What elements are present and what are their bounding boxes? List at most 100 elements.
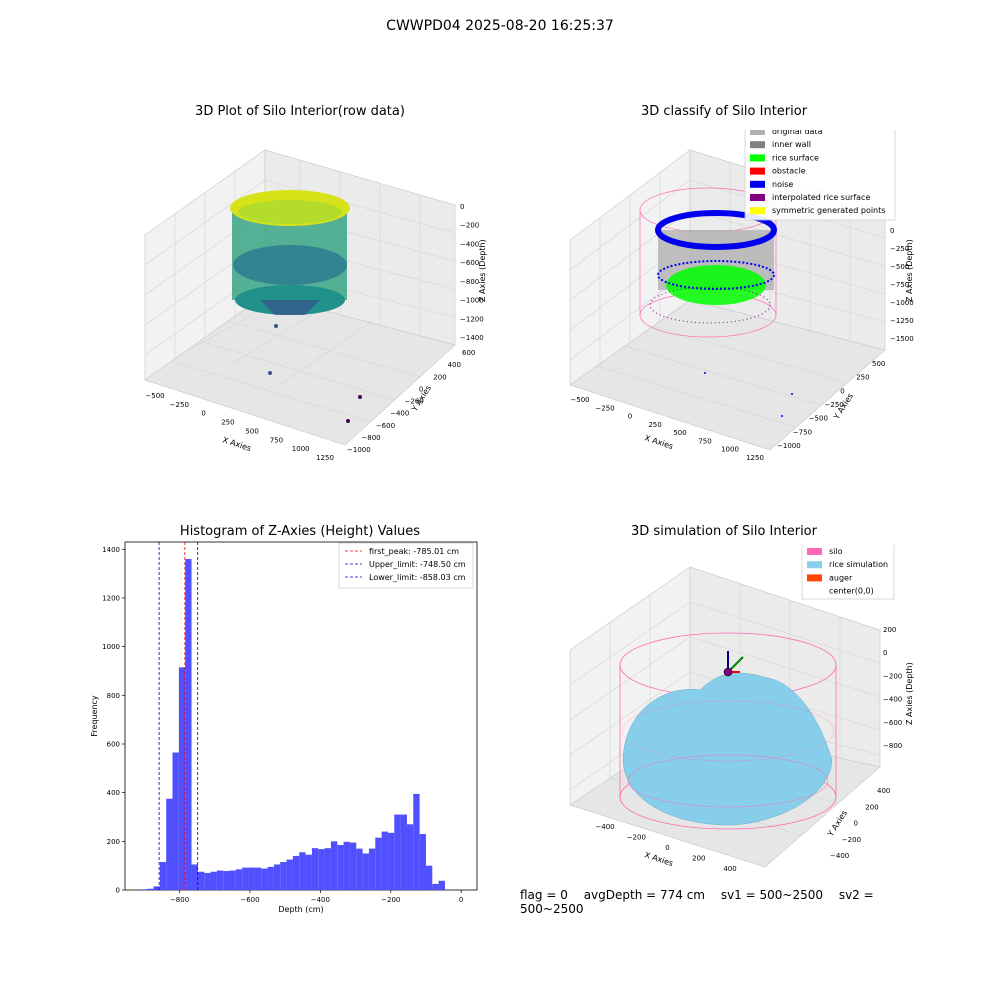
- plot4-y-tick-label: −200: [842, 836, 861, 844]
- plot2-zlabel: Z Axies (Depth): [905, 239, 914, 302]
- histogram-y-tick-label: 800: [107, 692, 120, 700]
- legend-label: noise: [772, 180, 793, 189]
- plot4-legend-items: silo rice simulation auger center(0,0): [807, 547, 888, 596]
- histogram-legend: first_peak: -785.01 cm Upper_limit: -748.…: [338, 542, 474, 589]
- plot1-y-tick-label: −600: [376, 422, 395, 430]
- histogram-bar: [292, 855, 300, 890]
- histogram-bar: [159, 862, 167, 890]
- plot2-z-tick-label: −500: [890, 263, 909, 271]
- plot4-x-tick-label: 400: [723, 865, 736, 873]
- plot4-xlabel: X Axies: [643, 850, 674, 868]
- plot1-zlabel: Z Axies (Depth): [478, 239, 487, 302]
- status-flag: flag = 0: [520, 888, 568, 902]
- histogram-x-tick-label: −400: [311, 896, 330, 904]
- plot4-y-tick-label: 200: [865, 803, 878, 811]
- plot4-x-ticks: −400 −200 0 200 400: [595, 823, 736, 873]
- plot4-x-tick-label: 0: [665, 844, 669, 852]
- plot4-z-tick-label: −800: [883, 742, 902, 750]
- plot4-z-tick-label: −200: [883, 672, 902, 680]
- plot4-y-ticks: −400 −200 0 200 400: [830, 787, 890, 860]
- plot2-x-tick-label: 1000: [721, 446, 739, 454]
- histogram-bar: [299, 852, 306, 890]
- plot2-z-tick-label: −250: [890, 245, 909, 253]
- plot1-y-tick-label: 400: [448, 361, 461, 369]
- histogram-x-ticks: −800 −600 −400 −200 0: [170, 890, 463, 904]
- plot2-z-tick-label: −1250: [890, 317, 914, 325]
- plot2-x-tick-label: 1250: [746, 454, 764, 462]
- plot2-y-tick-label: −500: [809, 415, 828, 423]
- plot4-x-tick-label: 200: [692, 855, 705, 863]
- legend-label: rice simulation: [829, 560, 888, 569]
- histogram-bar: [229, 870, 236, 890]
- histogram-bar: [413, 793, 420, 890]
- legend-label: rice surface: [772, 153, 819, 162]
- legend-swatch: [807, 561, 822, 569]
- plot1-z-tick-label: −1200: [460, 315, 484, 323]
- plot4-y-tick-label: −400: [830, 852, 849, 860]
- legend-label: original data: [772, 130, 823, 136]
- plot1-x-tick-label: 750: [270, 436, 283, 444]
- plot1-title: 3D Plot of Silo Interior(row data): [195, 104, 405, 119]
- plot4-z-tick-label: −600: [883, 719, 902, 727]
- plot2-x-tick-label: −500: [570, 396, 589, 404]
- histogram-bars: [140, 559, 445, 890]
- plot1-x-tick-label: 0: [201, 410, 205, 418]
- legend-label: interpolated rice surface: [772, 193, 870, 202]
- histogram-bar: [432, 883, 439, 890]
- plot4-x-tick-label: −200: [627, 834, 646, 842]
- plot4-zlabel: Z Axies (Depth): [905, 662, 914, 725]
- plot1-y-tick-label: 600: [462, 349, 475, 357]
- histogram-bar: [337, 844, 344, 890]
- plot2-z-ticks: 0 −250 −500 −750 −1000 −1250 −1500: [890, 227, 914, 343]
- histogram-bar: [438, 880, 445, 890]
- legend-label: inner wall: [772, 140, 811, 149]
- plot4-legend: silo rice simulation auger center(0,0): [801, 545, 895, 600]
- plot2-y-tick-label: 0: [840, 387, 844, 395]
- legend-swatch: [807, 574, 822, 582]
- histogram-x-tick-label: −600: [240, 896, 259, 904]
- plot4-z-tick-label: −400: [883, 696, 902, 704]
- histogram-bar: [362, 853, 369, 890]
- histogram-bar: [153, 886, 160, 890]
- histogram-bar: [191, 864, 198, 890]
- histogram-x-tick-label: −200: [381, 896, 400, 904]
- plot2-y-tick-label: −750: [793, 428, 812, 436]
- plot2-z-tick-label: 0: [890, 227, 894, 235]
- histogram-bar: [425, 865, 433, 890]
- histogram-bar: [254, 867, 262, 890]
- histogram-x-tick-label: 0: [459, 896, 463, 904]
- plot1-x-tick-label: 500: [245, 427, 258, 435]
- histogram-bar: [330, 841, 338, 890]
- histogram-bar: [235, 869, 243, 890]
- histogram-y-tick-label: 0: [116, 887, 120, 895]
- legend-swatch: [750, 194, 765, 201]
- histogram-bar: [286, 859, 293, 890]
- plot1-z-tick-label: −800: [460, 278, 479, 286]
- histogram-bar: [185, 559, 192, 890]
- legend-label: symmetric generated points: [772, 206, 885, 215]
- histogram-plot: −800 −600 −400 −200 0 0 200 400 600 800 1000 1200 1…: [90, 541, 478, 914]
- histogram-legend-items: first_peak: -785.01 cm Upper_limit: -748.…: [345, 547, 466, 582]
- legend-swatch: [750, 207, 765, 215]
- histogram-bar: [197, 871, 205, 890]
- plot1-x-tick-label: 1250: [316, 454, 334, 462]
- histogram-bar: [305, 854, 312, 890]
- plot1-x-ticks: −500 −250 0 250 500 750 1000 1250: [145, 392, 334, 462]
- plot2-y-tick-label: 250: [856, 374, 869, 382]
- histogram-bar: [318, 849, 325, 890]
- histogram-bar: [248, 867, 255, 890]
- histogram-bar: [242, 867, 249, 890]
- plot2-x-tick-label: −250: [595, 404, 614, 412]
- plot2-z-tick-label: −1500: [890, 335, 914, 343]
- histogram-legend-label: Lower_limit: -858.03 cm: [369, 573, 466, 582]
- histogram-bar: [166, 798, 173, 890]
- plot1-x-tick-label: 250: [221, 419, 234, 427]
- histogram-bar: [204, 872, 211, 890]
- plot2-x-tick-label: 750: [698, 437, 711, 445]
- histogram-y-tick-label: 1000: [102, 643, 120, 651]
- figure-title: CWWPD04 2025-08-20 16:25:37: [386, 18, 614, 34]
- histogram-bar: [172, 752, 179, 890]
